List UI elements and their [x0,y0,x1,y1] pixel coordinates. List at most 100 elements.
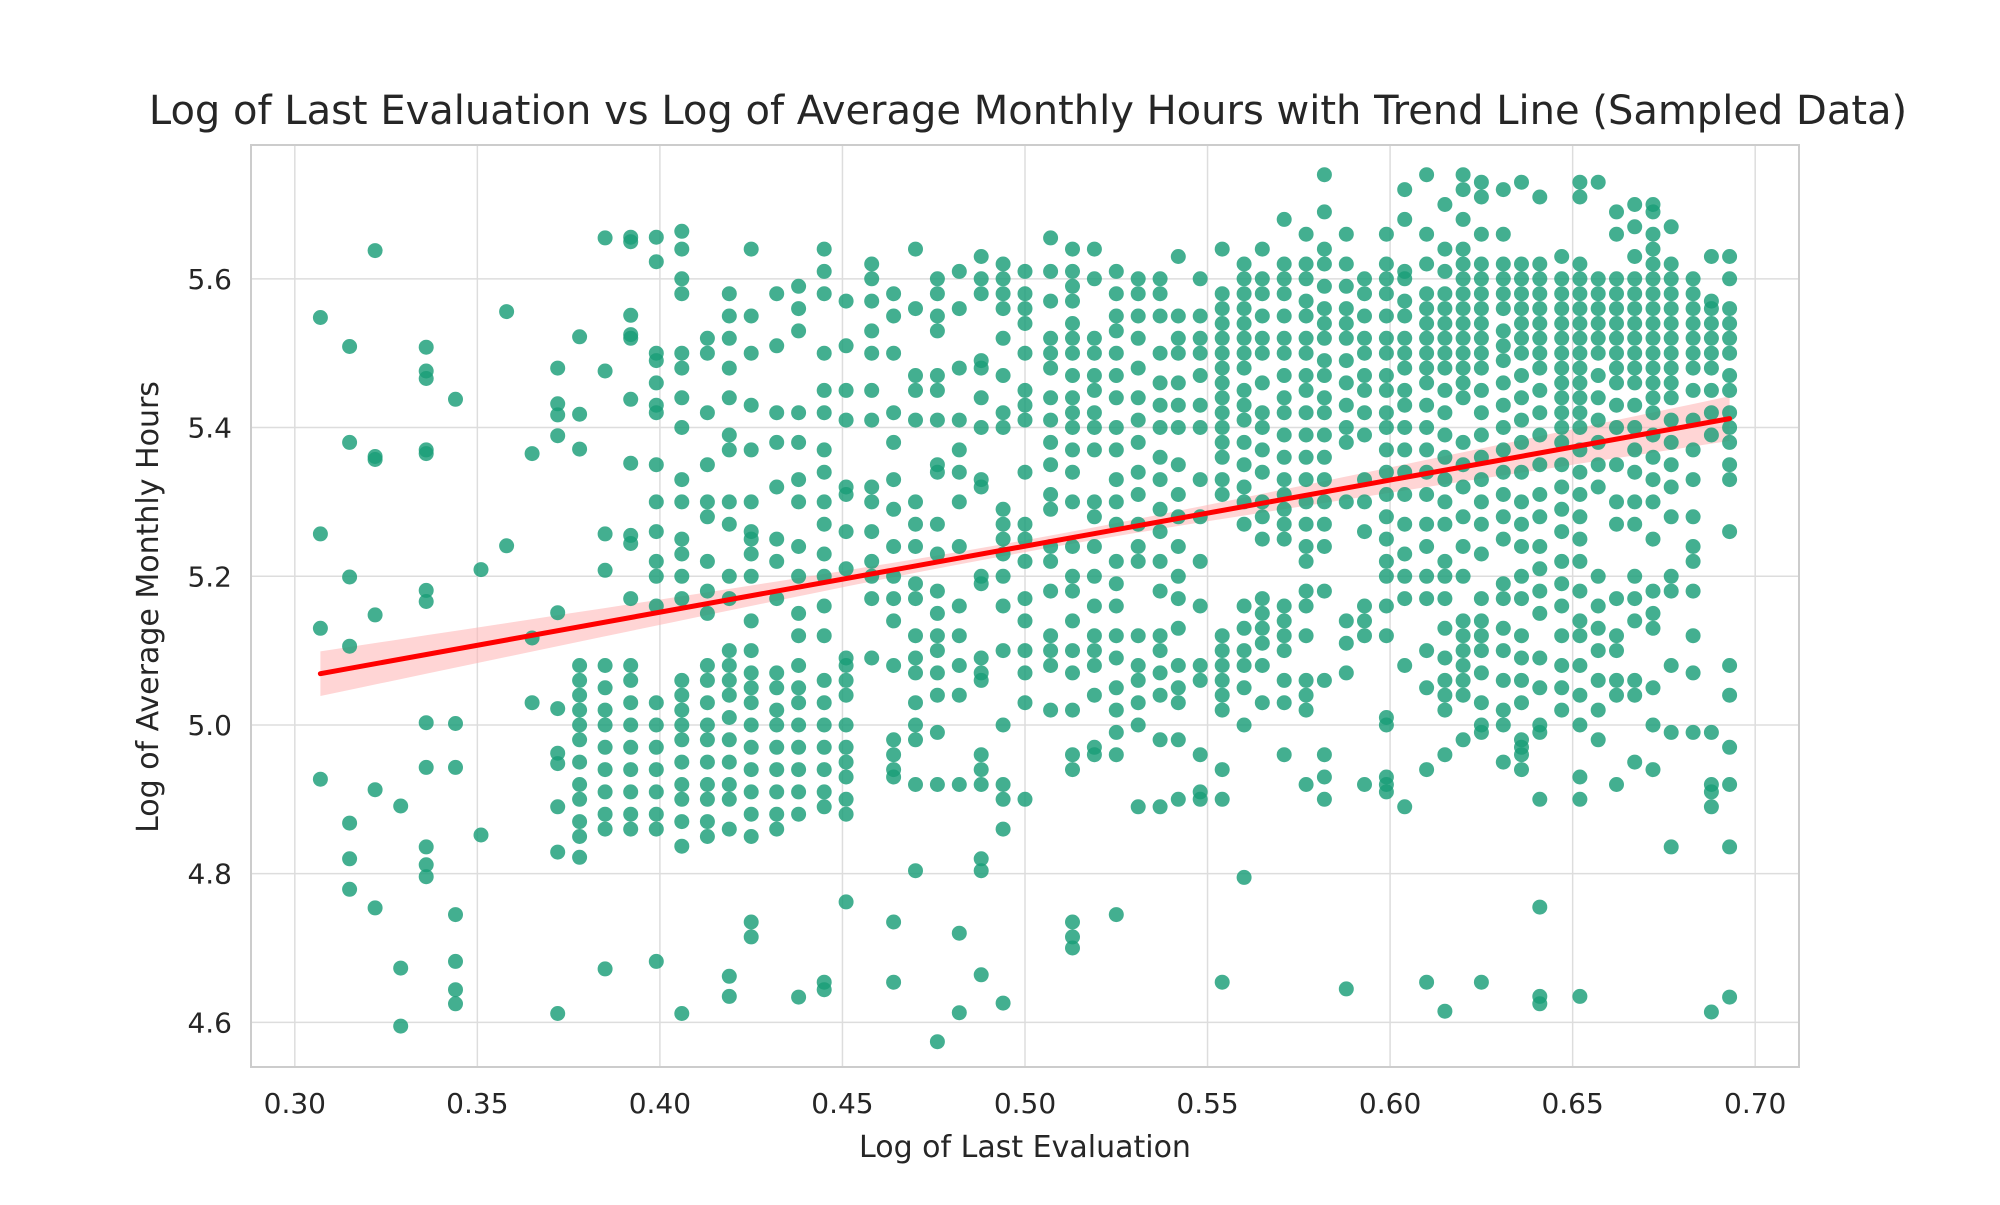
data-point [1130,487,1146,502]
data-point [973,863,989,879]
data-point [1397,382,1413,398]
data-point [1086,539,1102,554]
data-point [1685,382,1701,398]
data-point [1495,323,1511,339]
data-point [1152,375,1168,391]
data-point [1378,568,1394,584]
data-point [1572,509,1588,525]
data-point [699,695,715,711]
data-point [648,553,664,569]
data-point [1572,658,1588,673]
data-point [623,739,639,755]
data-point [1722,777,1738,792]
data-point [1276,613,1292,629]
data-point [743,397,759,413]
data-point [1192,658,1208,673]
data-point [1214,449,1230,465]
data-point [674,286,690,302]
data-point [1473,226,1489,242]
data-point [1170,330,1186,346]
data-point [1419,568,1435,584]
data-point [1572,717,1588,733]
data-point [623,784,639,800]
data-point [791,494,807,510]
data-point [1192,598,1208,614]
data-point [572,441,588,457]
data-point [1276,211,1292,227]
data-point [648,784,664,800]
data-point [1298,368,1314,383]
data-point [1298,702,1314,718]
data-point [550,756,566,772]
data-point [1663,412,1679,428]
data-point [886,914,902,930]
data-point [951,360,967,376]
data-point [1214,316,1230,331]
data-point [1419,345,1435,361]
data-point [1473,516,1489,532]
data-point [648,695,664,711]
data-point [816,494,832,510]
data-point [908,665,923,681]
data-point [1254,345,1270,361]
data-point [908,717,923,733]
data-point [623,330,639,346]
data-point [1108,442,1124,458]
data-point [951,263,967,279]
data-point [1495,338,1511,354]
data-point [1572,301,1588,317]
data-point [572,658,588,673]
data-point [1609,628,1624,644]
data-point [623,455,639,471]
data-point [721,672,737,688]
data-point [1152,345,1168,361]
data-point [1065,293,1080,309]
data-point [908,650,923,666]
data-point [908,494,923,510]
data-point [1397,271,1413,287]
data-point [1437,472,1453,488]
data-point [1357,598,1372,614]
data-point [1590,390,1606,406]
data-point [1572,345,1588,361]
data-point [1236,330,1252,346]
data-point [674,717,690,733]
data-point [1532,286,1548,302]
data-point [1722,368,1738,383]
data-point [1703,799,1719,815]
data-point [699,754,715,770]
data-point [1017,286,1033,302]
data-point [1108,368,1124,383]
data-point [1437,286,1453,302]
data-point [1455,271,1471,287]
data-point [1338,420,1354,435]
data-point [550,799,566,815]
data-point [816,762,832,778]
data-point [1627,464,1643,480]
data-point [1495,442,1511,458]
data-point [1017,263,1033,279]
data-point [1722,301,1738,317]
data-point [743,241,759,257]
data-point [1316,672,1332,688]
data-point [1043,487,1059,502]
data-point [929,464,945,480]
data-point [1419,516,1435,532]
data-point [1214,330,1230,346]
data-point [791,605,807,621]
data-point [648,494,664,510]
data-point [995,420,1011,435]
data-point [1532,189,1548,205]
data-point [1627,397,1643,413]
data-point [648,953,664,969]
data-point [1017,553,1033,569]
data-point [1254,605,1270,621]
data-point [1514,301,1529,317]
data-point [418,715,434,731]
data-point [721,791,737,807]
data-point [572,849,588,865]
data-point [1722,330,1738,346]
data-point [1554,576,1570,592]
data-point [1236,658,1252,673]
data-point [312,771,328,787]
